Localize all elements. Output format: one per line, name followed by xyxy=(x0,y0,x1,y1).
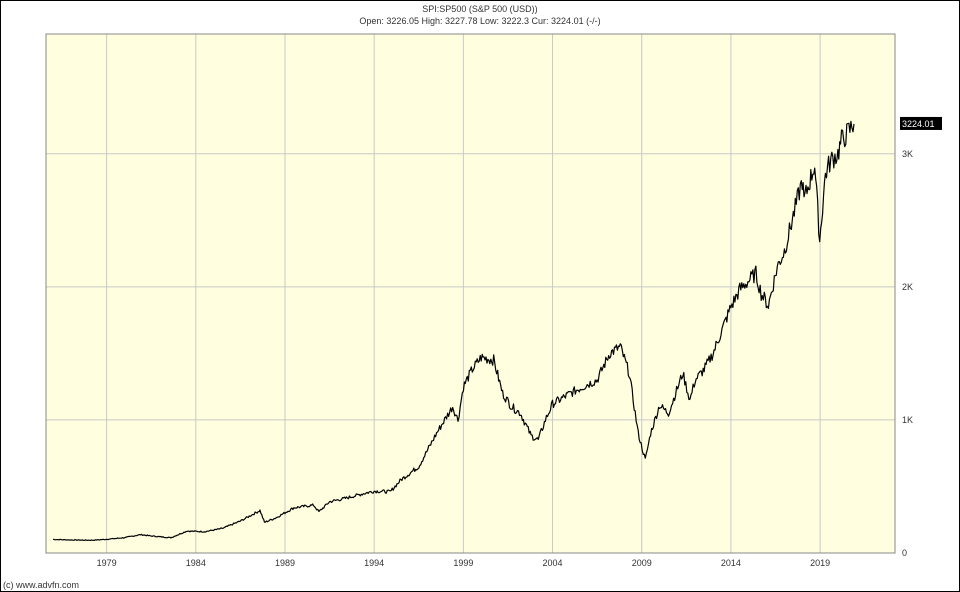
copyright-label: (c) www.advfn.com xyxy=(3,580,80,590)
plot-border xyxy=(45,33,896,554)
x-tick-label: 1999 xyxy=(453,558,473,568)
ohlc-summary: Open: 3226.05 High: 3227.78 Low: 3222.3 … xyxy=(359,16,601,26)
current-price-label: 3224.01 xyxy=(902,119,935,129)
y-tick-label: 1K xyxy=(902,415,913,425)
price-series-line xyxy=(53,120,855,542)
x-tick-label: 2019 xyxy=(810,558,830,568)
x-tick-label: 2014 xyxy=(721,558,741,568)
chart-title: SPI:SP500 (S&P 500 (USD)) xyxy=(422,4,538,14)
y-tick-label: 2K xyxy=(902,282,913,292)
x-tick-label: 2009 xyxy=(632,558,652,568)
y-tick-label: 3K xyxy=(902,149,913,159)
plot-area xyxy=(46,34,895,553)
x-tick-label: 1989 xyxy=(275,558,295,568)
x-tick-label: 1984 xyxy=(186,558,206,568)
x-tick-label: 1979 xyxy=(97,558,117,568)
x-tick-label: 2004 xyxy=(543,558,563,568)
x-tick-label: 1994 xyxy=(364,558,384,568)
y-tick-label: 0 xyxy=(902,548,907,558)
current-price-tag xyxy=(900,116,942,130)
